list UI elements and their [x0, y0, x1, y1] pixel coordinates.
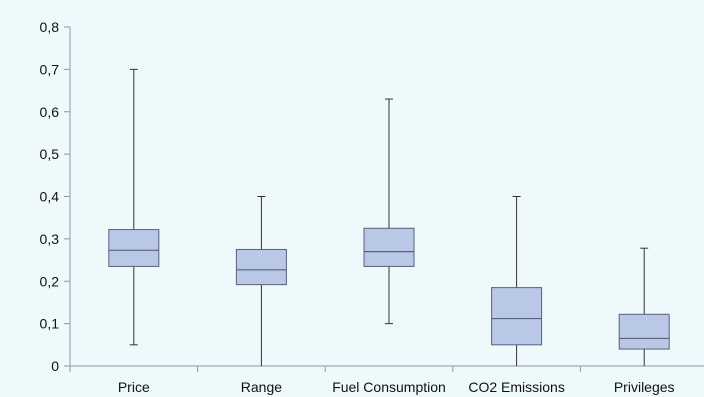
y-tick-label: 0,3 [40, 231, 60, 247]
y-tick-label: 0,5 [40, 146, 60, 162]
box-price [108, 229, 160, 267]
y-tick-label: 0,6 [40, 104, 60, 120]
y-tick-label: 0,1 [40, 316, 60, 332]
box-privileges [618, 313, 670, 350]
x-tick-label: Fuel Consumption [332, 379, 446, 395]
box-co2-emissions [491, 287, 543, 346]
box-range [235, 248, 287, 286]
x-tick-label: Privileges [614, 379, 675, 395]
x-tick-label: Price [118, 379, 150, 395]
y-tick-label: 0 [51, 358, 59, 374]
y-tick-label: 0,8 [40, 19, 60, 35]
plot-area: 0 0,1 0,2 0,3 0,4 0,5 0,6 0,7 0,8 Price Range Fuel … [40, 19, 704, 395]
y-tick-label: 0,7 [40, 61, 60, 77]
x-tick-label: CO2 Emissions [468, 379, 564, 395]
y-tick-label: 0,2 [40, 273, 60, 289]
box-fuel-consumption [363, 227, 415, 267]
y-tick-label: 0,4 [40, 189, 60, 205]
x-tick-label: Range [241, 379, 282, 395]
